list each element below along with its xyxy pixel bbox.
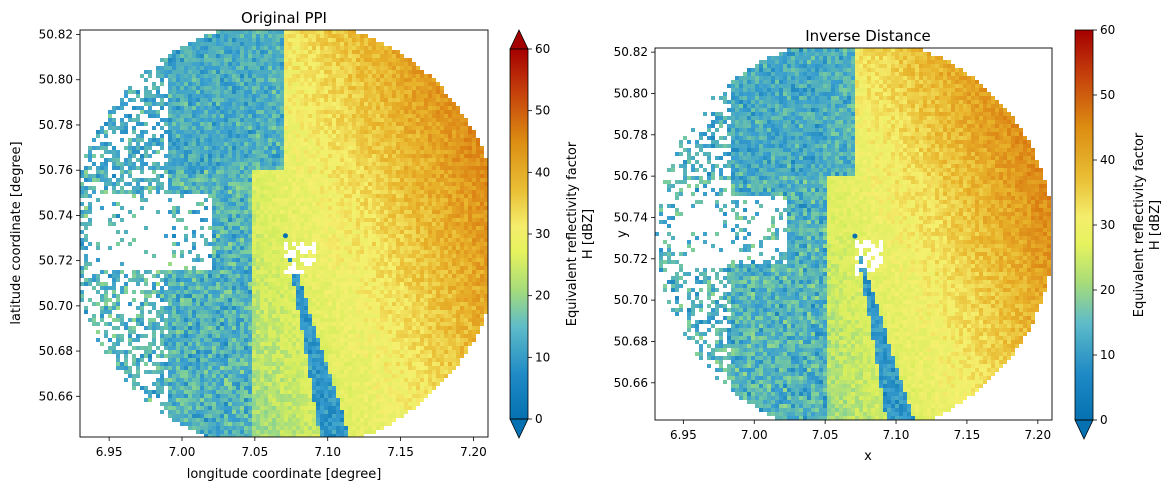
radar-image	[80, 30, 488, 438]
colorbar-tick-label: 10	[535, 350, 550, 364]
y-tick-label: 50.80	[39, 73, 73, 87]
colorbar-label-line1: Equivalent reflectivity factor	[1132, 132, 1147, 317]
colorbar-bar	[1075, 30, 1093, 420]
colorbar-label-line1: Equivalent reflectivity factor	[565, 141, 580, 326]
y-tick-label: 50.72	[614, 252, 648, 266]
interpolated-image	[655, 48, 1051, 420]
colorbar-tick-label: 30	[535, 227, 550, 241]
colorbar-tick-label: 20	[1100, 283, 1115, 297]
panel-inverse-distance: Inverse Distance 6.95 7.00 7.05 7.10 7.15 7.2…	[614, 27, 1052, 464]
x-tick-label: 7.00	[741, 428, 768, 442]
x-tick-label: 7.20	[460, 445, 487, 459]
colorbar-extend-max	[510, 30, 528, 49]
x-tick-label: 7.15	[387, 445, 414, 459]
x-axis: 6.95 7.00 7.05 7.10 7.15 7.20	[96, 437, 487, 459]
y-axis-label: latitude coordinate [degree]	[9, 141, 24, 324]
x-tick-label: 7.10	[314, 445, 341, 459]
radar-site-marker	[283, 233, 288, 238]
colorbar-tick-label: 40	[535, 165, 550, 179]
colorbar-inverse-distance: 0 10 20 30 40 50 60 Equivalent reflectivity fa…	[1075, 23, 1163, 439]
y-tick-label: 50.68	[39, 344, 73, 358]
x-tick-label: 7.00	[169, 445, 196, 459]
y-tick-label: 50.68	[614, 334, 648, 348]
y-axis-label: y	[615, 230, 630, 238]
colorbar-tick-label: 10	[1100, 348, 1115, 362]
y-tick-label: 50.74	[39, 208, 73, 222]
y-tick-label: 50.78	[39, 118, 73, 132]
y-tick-label: 50.74	[614, 210, 648, 224]
colorbar-original-ppi: 0 10 20 30 40 50 60 Equivalent reflectivity fa…	[510, 30, 596, 438]
colorbar-tick-label: 20	[535, 289, 550, 303]
colorbar-label-line2: H [dBZ]	[1148, 200, 1163, 250]
colorbar-tick-label: 0	[535, 412, 543, 426]
colorbar-tick-label: 30	[1100, 218, 1115, 232]
y-tick-label: 50.70	[39, 299, 73, 313]
y-axis: 50.66 50.68 50.70 50.72 50.74 50.76 50.78 50.80…	[39, 28, 80, 404]
colorbar-extend-min	[510, 419, 528, 438]
radar-site-marker	[852, 234, 857, 239]
x-tick-label: 7.15	[954, 428, 981, 442]
colorbar-extend-min	[1075, 420, 1093, 439]
x-axis-label: x	[864, 449, 872, 464]
colorbar-bar	[510, 49, 528, 419]
x-tick-label: 6.95	[670, 428, 697, 442]
colorbar-tick-label: 0	[1100, 413, 1108, 427]
colorbar-tick-label: 40	[1100, 153, 1115, 167]
y-tick-label: 50.80	[614, 86, 648, 100]
x-tick-label: 7.05	[812, 428, 839, 442]
y-tick-label: 50.66	[614, 376, 648, 390]
y-tick-label: 50.82	[614, 45, 648, 59]
y-axis: 50.66 50.68 50.70 50.72 50.74 50.76 50.78 50.80…	[614, 45, 655, 390]
y-tick-label: 50.70	[614, 293, 648, 307]
colorbar-tick-label: 50	[1100, 88, 1115, 102]
x-tick-label: 7.10	[883, 428, 910, 442]
colorbar-tick-label: 60	[1100, 23, 1115, 37]
y-tick-label: 50.82	[39, 28, 73, 42]
plot-title: Original PPI	[241, 9, 327, 27]
y-tick-label: 50.72	[39, 254, 73, 268]
colorbar-tick-label: 50	[535, 104, 550, 118]
x-tick-label: 6.95	[96, 445, 123, 459]
colorbar-tick-label: 60	[535, 42, 550, 56]
y-tick-label: 50.76	[614, 169, 648, 183]
x-axis-label: longitude coordinate [degree]	[187, 467, 382, 482]
colorbar-label-line2: H [dBZ]	[581, 209, 596, 259]
x-tick-label: 7.20	[1024, 428, 1051, 442]
y-tick-label: 50.76	[39, 163, 73, 177]
panel-original-ppi: Original PPI 6.95 7.00 7.05 7.10 7.15 7.20 50…	[9, 9, 488, 482]
y-tick-label: 50.78	[614, 128, 648, 142]
plot-title: Inverse Distance	[805, 27, 931, 45]
x-axis: 6.95 7.00 7.05 7.10 7.15 7.20	[670, 420, 1051, 442]
x-tick-label: 7.05	[241, 445, 268, 459]
y-tick-label: 50.66	[39, 389, 73, 403]
